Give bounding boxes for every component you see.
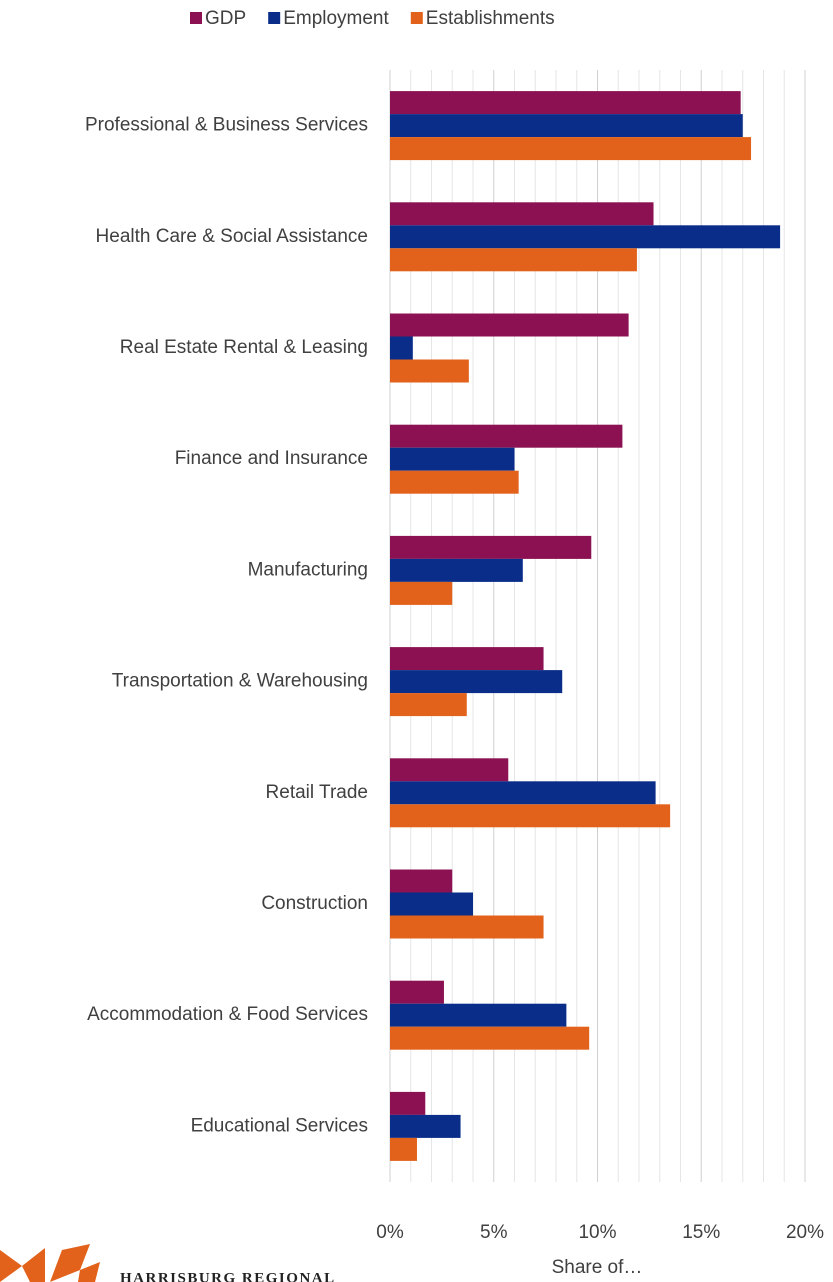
y-tick-label: Retail Trade bbox=[266, 782, 368, 803]
y-tick-label: Construction bbox=[261, 893, 368, 914]
bar bbox=[390, 1003, 567, 1027]
legend-swatch bbox=[190, 12, 202, 24]
bar bbox=[390, 202, 654, 226]
x-tick-label: 10% bbox=[578, 1222, 616, 1243]
bar bbox=[390, 114, 743, 138]
bar bbox=[390, 1114, 461, 1138]
x-tick-label: 15% bbox=[682, 1222, 720, 1243]
bar bbox=[390, 447, 515, 471]
bar bbox=[390, 758, 509, 782]
bar bbox=[390, 313, 629, 337]
bar bbox=[390, 1026, 590, 1050]
bar bbox=[390, 558, 523, 582]
bar bbox=[390, 804, 671, 828]
bar bbox=[390, 248, 637, 272]
legend-label: Employment bbox=[283, 8, 389, 29]
legend-swatch bbox=[410, 12, 423, 24]
y-tick-label: Educational Services bbox=[191, 1115, 368, 1136]
bar bbox=[390, 581, 453, 605]
y-tick-label: Health Care & Social Assistance bbox=[96, 226, 368, 247]
y-tick-label: Accommodation & Food Services bbox=[87, 1004, 368, 1025]
bar bbox=[390, 91, 741, 115]
bar bbox=[390, 225, 781, 249]
bar bbox=[390, 647, 544, 671]
bar bbox=[390, 693, 467, 717]
bar bbox=[390, 980, 444, 1004]
bar bbox=[390, 1091, 426, 1115]
bar bbox=[390, 535, 592, 559]
x-tick-label: 0% bbox=[376, 1222, 404, 1243]
bar bbox=[390, 424, 623, 448]
x-axis-label: Share of… bbox=[552, 1257, 643, 1278]
x-tick-label: 20% bbox=[786, 1222, 824, 1243]
logo: HARRISBURG REGIONAL bbox=[0, 1244, 336, 1282]
bar bbox=[390, 915, 544, 939]
bar bbox=[390, 892, 473, 916]
logo-shape bbox=[0, 1250, 22, 1282]
bar bbox=[390, 359, 469, 383]
y-tick-label: Transportation & Warehousing bbox=[112, 671, 368, 692]
y-tick-label: Professional & Business Services bbox=[85, 115, 368, 136]
bar bbox=[390, 1137, 417, 1161]
bar bbox=[390, 869, 453, 893]
bar bbox=[390, 470, 519, 494]
bar bbox=[390, 137, 752, 161]
logo-shape bbox=[50, 1244, 90, 1282]
legend-label: Establishments bbox=[426, 8, 555, 29]
y-tick-label: Finance and Insurance bbox=[175, 448, 368, 469]
logo-text: HARRISBURG REGIONAL bbox=[120, 1270, 336, 1282]
y-tick-label: Manufacturing bbox=[248, 559, 368, 580]
bar bbox=[390, 670, 563, 694]
logo-shape bbox=[22, 1248, 45, 1282]
logo-shape bbox=[78, 1262, 100, 1282]
y-tick-label: Real Estate Rental & Leasing bbox=[120, 337, 368, 358]
x-tick-label: 5% bbox=[480, 1222, 508, 1243]
legend-swatch bbox=[268, 12, 281, 24]
bar bbox=[390, 336, 413, 360]
legend-label: GDP bbox=[205, 8, 246, 29]
bar bbox=[390, 781, 656, 805]
